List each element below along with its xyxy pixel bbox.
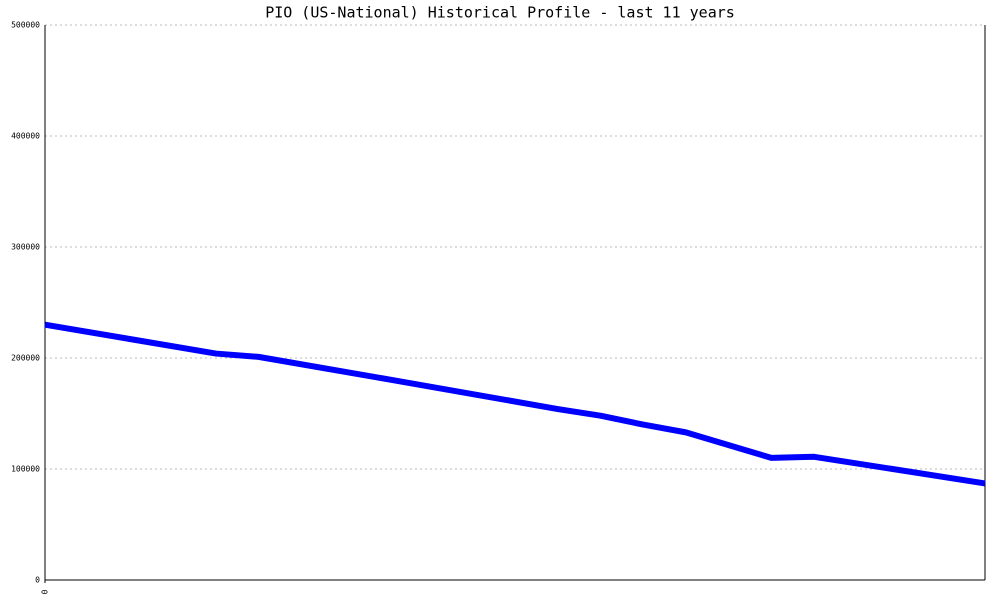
y-tick-label: 500000 xyxy=(11,21,40,30)
y-tick-label: 100000 xyxy=(11,465,40,474)
y-tick-label: 300000 xyxy=(11,243,40,252)
chart-title: PIO (US-National) Historical Profile - l… xyxy=(265,4,735,22)
y-tick-label: 200000 xyxy=(11,354,40,363)
data-line xyxy=(44,321,986,487)
x-tick-label: 0 xyxy=(41,589,50,594)
y-tick-label: 400000 xyxy=(11,132,40,141)
y-tick-label: 0 xyxy=(35,576,40,585)
